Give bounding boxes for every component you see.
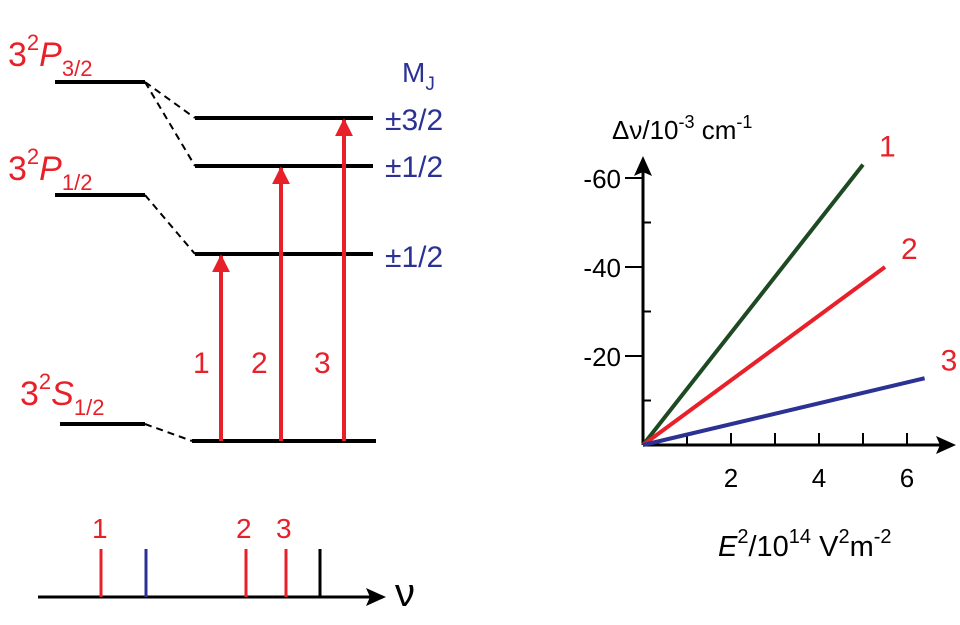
state-label-3s12: 32S1/2 [20, 369, 104, 420]
connector-p32-b [144, 81, 196, 167]
y-axis-arrowhead [634, 156, 652, 176]
transition-label-1: 1 [193, 347, 210, 380]
connector-p12 [144, 194, 196, 255]
spectral-line-label-2: 2 [236, 513, 252, 544]
x-axis-title: E2/1014 V2m-2 [718, 526, 892, 563]
y-axis-title: Δν/10-3 cm-1 [612, 112, 752, 145]
y-tick-label: -20 [583, 342, 621, 372]
mj-value-p12-1-2: ±1/2 [385, 241, 443, 274]
series-line-1 [641, 163, 865, 447]
transition-label-3: 3 [314, 347, 331, 380]
connector-s12 [144, 423, 193, 442]
energy-level-diagram: 32P3/2 32P1/2 32S1/2 MJ ±3/2 ±1/2 ±1/2 1… [8, 30, 443, 443]
x-tick-label: 6 [900, 463, 914, 493]
connector-p32-a [144, 81, 196, 119]
x-tick-label: 4 [812, 463, 826, 493]
spectrum: ν 1 2 3 [38, 513, 415, 615]
series-label-1: 1 [879, 131, 896, 164]
state-label-3p12: 32P1/2 [8, 144, 92, 195]
spectral-line-label-3: 3 [276, 513, 292, 544]
frequency-axis-label: ν [395, 571, 415, 615]
x-tick-label: 2 [724, 463, 738, 493]
series-label-2: 2 [901, 233, 918, 266]
stark-shift-chart: 2 4 6 -60 -40 -20 1 2 3 Δν/10-3 cm-1 E2/1014 V2… [583, 112, 957, 563]
mj-header: MJ [402, 57, 435, 95]
frequency-axis-arrowhead [366, 588, 386, 606]
spectral-line-label-1: 1 [92, 513, 108, 544]
series-line-2 [641, 265, 887, 447]
mj-value-p32-3-2: ±3/2 [385, 104, 443, 137]
mj-value-p32-1-2: ±1/2 [385, 151, 443, 184]
x-axis-arrowhead [936, 436, 956, 454]
state-label-3p32: 32P3/2 [8, 30, 92, 81]
transition-label-2: 2 [251, 347, 268, 380]
series-line-3 [642, 376, 926, 447]
y-tick-label: -60 [583, 164, 621, 194]
series-label-3: 3 [941, 344, 958, 377]
y-tick-label: -40 [583, 253, 621, 283]
